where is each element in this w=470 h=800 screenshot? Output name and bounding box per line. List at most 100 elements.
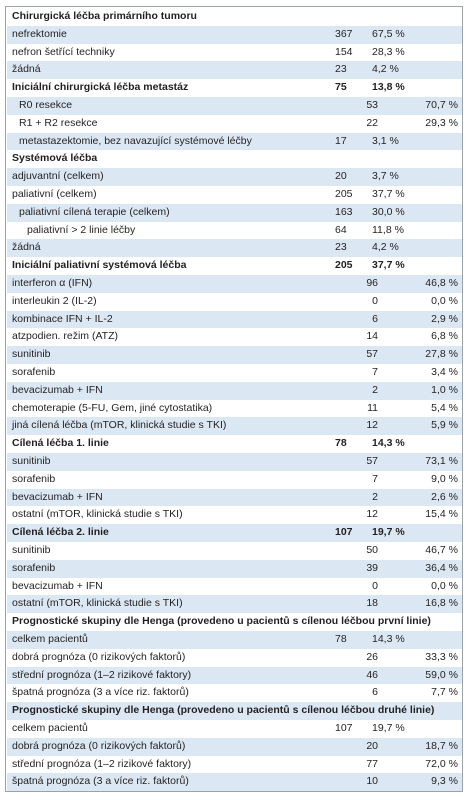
- count-cell: 12: [366, 508, 378, 521]
- count-cell: 77: [366, 757, 378, 770]
- percent-cell: 27,8 %: [425, 348, 458, 361]
- row-label: sunitinib: [12, 544, 51, 556]
- row-label: střední prognóza (1–2 rizikové faktory): [12, 757, 192, 770]
- table-row: nefron šetřící techniky 154 28,3 %: [7, 44, 462, 62]
- count-cell: 14: [366, 330, 378, 343]
- row-label: Prognostické skupiny dle Henga (proveden…: [12, 704, 435, 717]
- row-label: interferon α (IFN): [12, 277, 93, 289]
- table-row: sorafenib 7 3,4 %: [7, 364, 462, 382]
- percent-cell: 6,8 %: [431, 330, 458, 343]
- table-row: ostatní (mTOR, klinická studie s TKI) 12 1…: [7, 506, 462, 524]
- row-label: paliativní cílená terapie (celkem): [19, 205, 170, 218]
- section-row: Cílená léčba 2. linie 107 19,7 %: [7, 524, 462, 542]
- percent-cell: 3,7 %: [372, 170, 399, 183]
- row-label: žádná: [12, 63, 41, 76]
- count-cell: 22: [366, 116, 378, 129]
- percent-cell: 9,0 %: [431, 472, 458, 485]
- count-cell: 78: [335, 633, 347, 645]
- percent-cell: 18,7 %: [425, 739, 458, 752]
- count-cell: 6: [372, 686, 378, 699]
- percent-cell: 1,0 %: [431, 383, 458, 396]
- count-cell: 78: [335, 437, 347, 450]
- table-row: R0 resekce 53 70,7 %: [7, 97, 462, 115]
- count-cell: 7: [372, 366, 378, 378]
- count-cell: 107: [335, 526, 353, 539]
- table-row: jiná cílená léčba (mTOR, klinická studie…: [7, 417, 462, 436]
- table-row: střední prognóza (1–2 rizikové faktory) 7…: [7, 756, 462, 774]
- table-row: metastazektomie, bez navazující systémov…: [7, 132, 462, 151]
- row-label: bevacizumab + IFN: [12, 383, 103, 396]
- count-cell: 0: [372, 579, 378, 592]
- count-cell: 154: [335, 45, 353, 58]
- row-label: Iniciální paliativní systémová léčba: [12, 259, 187, 272]
- row-label: bevacizumab + IFN: [12, 579, 103, 592]
- row-label: dobrá prognóza (0 rizikových faktorů): [12, 739, 186, 752]
- section-row: Systémová léčba: [7, 150, 462, 168]
- table-row: dobrá prognóza (0 rizikových faktorů) 20 1…: [7, 737, 462, 756]
- count-cell: 26: [366, 650, 378, 663]
- count-cell: 18: [366, 597, 378, 610]
- table-row: celkem pacientů 107 19,7 %: [7, 720, 462, 738]
- count-cell: 53: [366, 99, 378, 111]
- table-row: bevacizumab + IFN 2 2,6 %: [7, 488, 462, 507]
- percent-cell: 30,0 %: [372, 205, 405, 218]
- row-label: sorafenib: [12, 561, 56, 574]
- row-label: paliativní > 2 linie léčby: [27, 223, 136, 236]
- percent-cell: 4,2 %: [372, 63, 399, 76]
- row-label: interleukin 2 (IL-2): [12, 294, 97, 307]
- count-cell: 205: [335, 259, 353, 272]
- row-label: Iniciální chirurgická léčba metastáz: [12, 81, 189, 94]
- count-cell: 57: [366, 348, 378, 361]
- table-row: sorafenib 7 9,0 %: [7, 471, 462, 489]
- count-cell: 23: [335, 63, 347, 76]
- percent-cell: 37,7 %: [372, 188, 405, 200]
- percent-cell: 9,3 %: [431, 775, 458, 788]
- count-cell: 64: [335, 223, 347, 236]
- percent-cell: 2,9 %: [431, 312, 458, 325]
- row-label: Cílená léčba 2. linie: [12, 526, 109, 539]
- row-label: Systémová léčba: [12, 152, 98, 165]
- row-label: adjuvantní (celkem): [12, 170, 104, 183]
- percent-cell: 11,8 %: [372, 223, 404, 236]
- row-label: chemoterapie (5-FU, Gem, jiné cytostatik…: [12, 401, 213, 414]
- table-row: bevacizumab + IFN 2 1,0 %: [7, 381, 462, 400]
- section-row: Prognostické skupiny dle Henga (proveden…: [7, 702, 462, 720]
- row-label: celkem pacientů: [12, 722, 88, 734]
- table-row: střední prognóza (1–2 rizikové faktory) 4…: [7, 666, 462, 685]
- table-row: paliativní > 2 linie léčby 64 11,8 %: [7, 222, 462, 240]
- percent-cell: 19,7 %: [372, 526, 405, 539]
- row-label: paliativní (celkem): [12, 188, 97, 200]
- percent-cell: 16,8 %: [425, 597, 458, 610]
- section-row: Prognostické skupiny dle Henga (proveden…: [7, 613, 462, 631]
- percent-cell: 3,4 %: [431, 366, 458, 378]
- count-cell: 2: [372, 383, 378, 396]
- count-cell: 107: [335, 722, 353, 734]
- row-label: jiná cílená léčba (mTOR, klinická studie…: [12, 419, 227, 432]
- percent-cell: 5,9 %: [431, 419, 458, 432]
- table-row: žádná 23 4,2 %: [7, 239, 462, 258]
- table-row: adjuvantní (celkem) 20 3,7 %: [7, 168, 462, 186]
- table-row: špatná prognóza (3 a více riz. faktorů) 6…: [7, 684, 462, 702]
- count-cell: 20: [366, 739, 378, 752]
- percent-cell: 3,1 %: [372, 134, 399, 147]
- row-label: nefrektomie: [12, 27, 67, 40]
- count-cell: 96: [366, 277, 378, 289]
- table-row: nefrektomie 367 67,5 %: [7, 25, 462, 44]
- count-cell: 39: [366, 561, 378, 574]
- percent-cell: 14,3 %: [372, 633, 405, 645]
- percent-cell: 36,4 %: [425, 561, 458, 574]
- section-row: Chirurgická léčba primárního tumoru: [7, 8, 462, 26]
- row-label: Cílená léčba 1. linie: [12, 437, 109, 450]
- row-label: R0 resekce: [19, 99, 73, 111]
- table-row: R1 + R2 resekce 22 29,3 %: [7, 115, 462, 133]
- row-label: nefron šetřící techniky: [12, 45, 115, 58]
- count-cell: 10: [366, 775, 378, 788]
- row-label: dobrá prognóza (0 rizikových faktorů): [12, 650, 186, 663]
- table-row: chemoterapie (5-FU, Gem, jiné cytostatik…: [7, 400, 462, 418]
- count-cell: 7: [372, 472, 378, 485]
- section-row: Cílená léčba 1. linie 78 14,3 %: [7, 435, 462, 453]
- row-label: ostatní (mTOR, klinická studie s TKI): [12, 597, 183, 610]
- table-row: interferon α (IFN) 96 46,8 %: [7, 275, 462, 293]
- table-row: atzpodien. režim (ATZ) 14 6,8 %: [7, 328, 462, 346]
